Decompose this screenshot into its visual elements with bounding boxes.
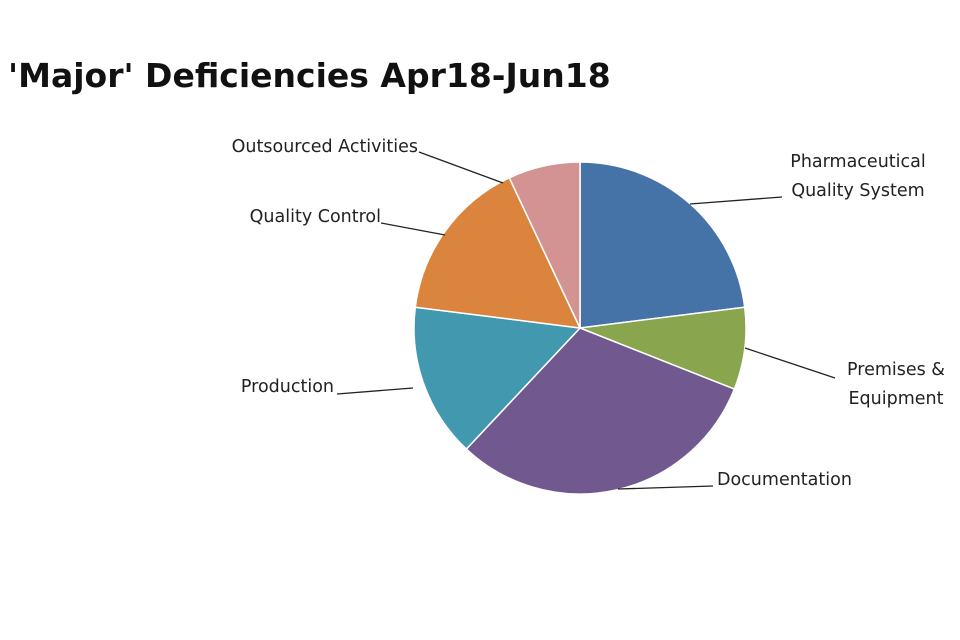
leader-line: [617, 485, 714, 490]
leader-line: [380, 222, 446, 236]
pie-slice: [413, 306, 582, 451]
pie-slice: [508, 161, 581, 329]
leader-line: [689, 196, 783, 205]
leader-line: [336, 387, 414, 395]
slice-label: Outsourced Activities: [231, 137, 418, 157]
pie-slice: [579, 161, 746, 329]
leader-line: [744, 347, 836, 379]
slice-label: Pharmaceutical Quality System: [790, 152, 926, 201]
slice-label: Quality Control: [249, 207, 381, 227]
slice-label: Documentation: [717, 470, 852, 490]
pie-slice: [465, 327, 736, 495]
leader-line: [418, 151, 504, 184]
slice-label: Premises & Equipment: [847, 360, 945, 409]
slice-label: Production: [240, 377, 334, 397]
pie-slice: [414, 176, 582, 329]
chart-title: 'Major' Deficiencies Apr18-Jun18: [8, 56, 611, 95]
